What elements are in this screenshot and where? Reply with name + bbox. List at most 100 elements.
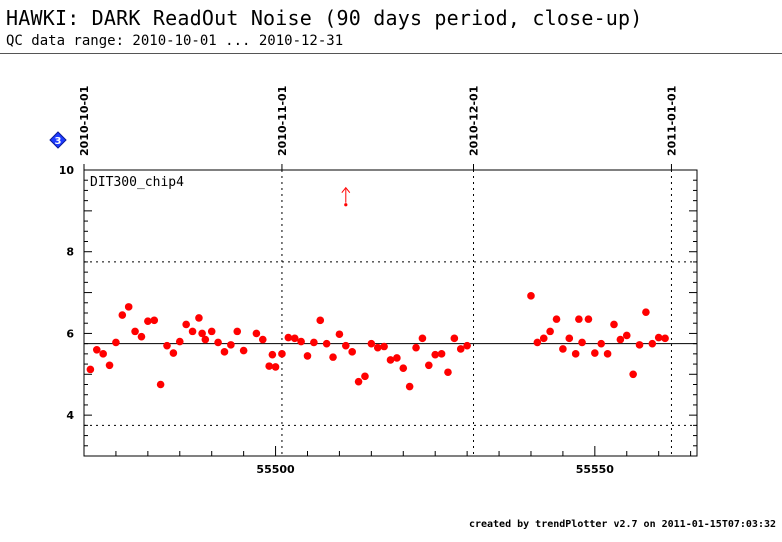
data-point xyxy=(654,333,663,342)
data-point xyxy=(131,327,139,336)
data-point xyxy=(575,315,583,323)
data-point xyxy=(156,380,165,389)
marker-label: 3 xyxy=(55,136,62,147)
data-point xyxy=(386,356,395,364)
data-point xyxy=(112,338,120,347)
data-point xyxy=(571,350,580,358)
data-point xyxy=(418,334,427,343)
data-point xyxy=(182,320,190,329)
data-point xyxy=(268,350,277,359)
data-point xyxy=(214,338,222,347)
data-point xyxy=(425,361,433,370)
data-point xyxy=(437,350,446,358)
data-point xyxy=(578,338,586,347)
date-tick-label: 2011-01-01 xyxy=(665,86,678,156)
data-point xyxy=(603,350,612,358)
date-tick-label: 2010-11-01 xyxy=(276,86,289,156)
header-divider xyxy=(0,53,782,54)
outlier-indicator xyxy=(341,186,351,207)
outlier-arrow-head-icon xyxy=(341,186,351,194)
data-point xyxy=(303,352,312,360)
data-point xyxy=(348,348,356,356)
data-point xyxy=(86,365,95,374)
y-tick-label: 10 xyxy=(59,164,75,177)
x-tick-label: 55550 xyxy=(576,463,615,476)
data-point xyxy=(220,348,229,356)
date-tick-label: 2010-12-01 xyxy=(468,86,481,156)
data-point xyxy=(290,334,299,343)
marker-badge: 3 xyxy=(49,131,67,149)
data-point xyxy=(310,338,318,347)
plot-frame xyxy=(83,169,698,457)
data-points xyxy=(86,292,669,391)
x-tick-label: 55500 xyxy=(256,463,295,476)
data-point xyxy=(380,342,388,351)
data-point xyxy=(92,345,101,354)
data-point xyxy=(399,364,408,372)
y-tick-label: 8 xyxy=(66,246,74,259)
grid-lines xyxy=(83,170,697,456)
series-label: DIT300_chip4 xyxy=(90,175,184,190)
y-tick-label: 6 xyxy=(66,327,74,340)
data-point xyxy=(316,316,325,325)
axis-ticks: 2010-10-01 2010-11-01 2010-12-01 2011-01-01… xyxy=(59,86,697,476)
data-point xyxy=(661,334,669,343)
data-point xyxy=(361,372,369,381)
data-point xyxy=(629,370,637,379)
data-point xyxy=(99,350,107,358)
data-point xyxy=(546,327,554,336)
page-title: HAWKI: DARK ReadOut Noise (90 days perio… xyxy=(6,6,643,30)
diamond-marker-icon xyxy=(49,131,67,149)
data-point xyxy=(450,334,459,343)
data-point xyxy=(610,320,618,329)
data-point xyxy=(265,362,273,370)
data-point xyxy=(533,338,542,347)
data-point xyxy=(150,316,159,325)
data-range-subtitle: QC data range: 2010-10-01 ... 2010-12-31 xyxy=(6,33,344,49)
data-point xyxy=(278,350,286,358)
data-point xyxy=(584,315,593,323)
data-point xyxy=(552,315,561,323)
data-point xyxy=(297,337,305,346)
data-point xyxy=(233,327,242,336)
data-point xyxy=(642,308,650,316)
data-point xyxy=(201,335,210,344)
data-point xyxy=(393,354,401,362)
data-point xyxy=(271,363,280,371)
data-point xyxy=(169,349,178,357)
data-point xyxy=(444,368,452,377)
data-point xyxy=(373,343,382,352)
date-tick-label: 2010-10-01 xyxy=(78,86,91,156)
data-point xyxy=(527,292,535,300)
data-point xyxy=(124,303,133,311)
data-point xyxy=(198,329,206,338)
data-point xyxy=(329,353,337,361)
data-point xyxy=(367,339,376,348)
data-point xyxy=(412,343,420,352)
footer-credit: created by trendPlotter v2.7 on 2011-01-… xyxy=(468,519,776,530)
data-point xyxy=(456,345,465,353)
data-point xyxy=(175,337,184,346)
y-tick-label: 4 xyxy=(66,409,74,422)
data-point xyxy=(118,311,127,319)
data-point xyxy=(322,339,331,348)
data-point xyxy=(616,335,625,344)
data-point xyxy=(188,327,197,336)
data-point xyxy=(163,341,171,350)
data-point xyxy=(207,327,216,336)
data-point xyxy=(144,317,152,325)
data-point xyxy=(565,334,574,343)
data-point xyxy=(622,331,631,340)
outlier-point xyxy=(344,203,348,207)
data-point xyxy=(539,334,548,343)
data-point xyxy=(284,333,293,342)
data-point xyxy=(463,341,471,350)
data-point xyxy=(258,335,267,344)
data-point xyxy=(239,346,248,355)
data-point xyxy=(431,350,439,359)
data-point xyxy=(591,349,599,357)
data-point xyxy=(252,329,261,338)
data-point xyxy=(354,377,363,386)
data-point xyxy=(137,332,146,341)
data-point xyxy=(635,341,644,349)
